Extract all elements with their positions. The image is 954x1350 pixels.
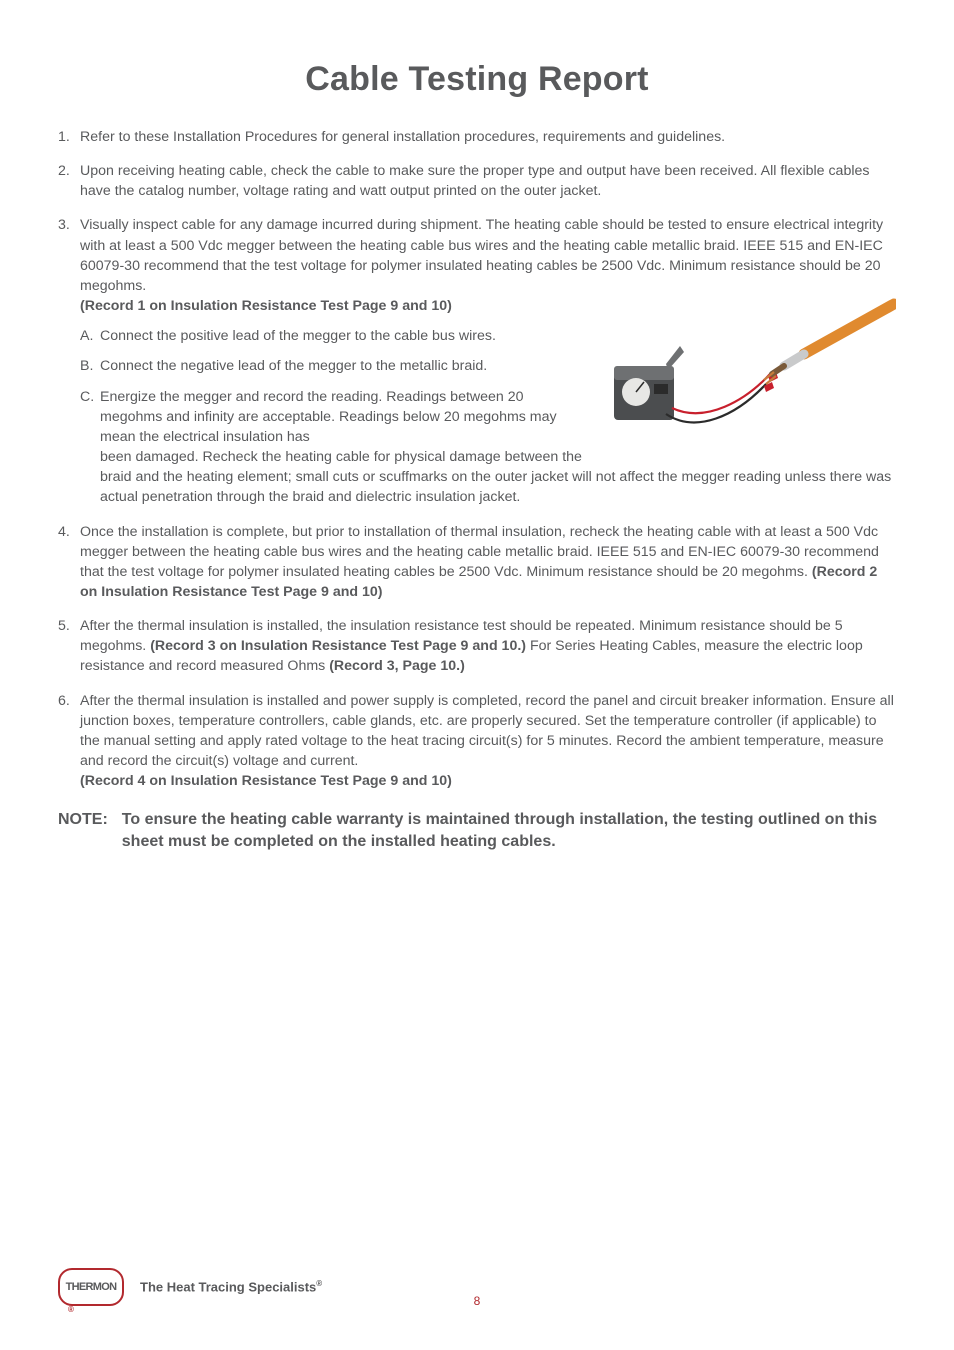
sub-item: C. Energize the megger and record the re… [80, 387, 600, 447]
list-item: 6. After the thermal insulation is insta… [58, 691, 896, 792]
list-item: 2. Upon receiving heating cable, check t… [58, 161, 896, 201]
list-item: 4. Once the installation is complete, bu… [58, 522, 896, 603]
procedure-list: 1. Refer to these Installation Procedure… [58, 127, 896, 791]
sub-continuation: been damaged. Recheck the heating cable … [80, 447, 896, 507]
warranty-note: NOTE: To ensure the heating cable warran… [58, 809, 896, 852]
list-item: 1. Refer to these Installation Procedure… [58, 127, 896, 147]
item-text: Upon receiving heating cable, check the … [80, 163, 869, 199]
item-number: 2. [58, 161, 70, 181]
record-ref: (Record 4 on Insulation Resistance Test … [80, 773, 452, 789]
sub-text: Connect the negative lead of the megger … [100, 358, 487, 374]
item-number: 1. [58, 127, 70, 147]
sub-letter: A. [80, 326, 93, 346]
sub-text: Energize the megger and record the readi… [100, 389, 557, 445]
note-label: NOTE: [58, 809, 108, 852]
tagline: The Heat Tracing Specialists® [140, 1279, 322, 1294]
sub-item: A. Connect the positive lead of the megg… [80, 326, 600, 346]
page-title: Cable Testing Report [58, 60, 896, 99]
item-number: 6. [58, 691, 70, 711]
sub-letter: C. [80, 387, 94, 407]
list-item: 3. Visually inspect cable for any damage… [58, 215, 896, 507]
record-ref-2: (Record 3, Page 10.) [329, 658, 465, 674]
megger-diagram [596, 296, 896, 446]
item-number: 4. [58, 522, 70, 542]
item-text: Once the installation is complete, but p… [80, 524, 879, 580]
item-text: Visually inspect cable for any damage in… [80, 217, 883, 293]
item-text: After the thermal insulation is installe… [80, 693, 894, 769]
record-ref: (Record 3 on Insulation Resistance Test … [150, 638, 526, 654]
item-number: 3. [58, 215, 70, 235]
page-footer: THERMON The Heat Tracing Specialists® 8 [58, 1268, 896, 1306]
page-number: 8 [58, 1294, 896, 1308]
item-text: Refer to these Installation Procedures f… [80, 129, 725, 145]
list-item: 5. After the thermal insulation is insta… [58, 616, 896, 676]
sub-letter: B. [80, 356, 93, 376]
sub-list: A. Connect the positive lead of the megg… [80, 326, 600, 447]
record-ref: (Record 1 on Insulation Resistance Test … [80, 298, 452, 314]
sub-item: B. Connect the negative lead of the megg… [80, 356, 600, 376]
note-body: To ensure the heating cable warranty is … [122, 809, 896, 852]
sub-text: Connect the positive lead of the megger … [100, 328, 496, 344]
item-number: 5. [58, 616, 70, 636]
